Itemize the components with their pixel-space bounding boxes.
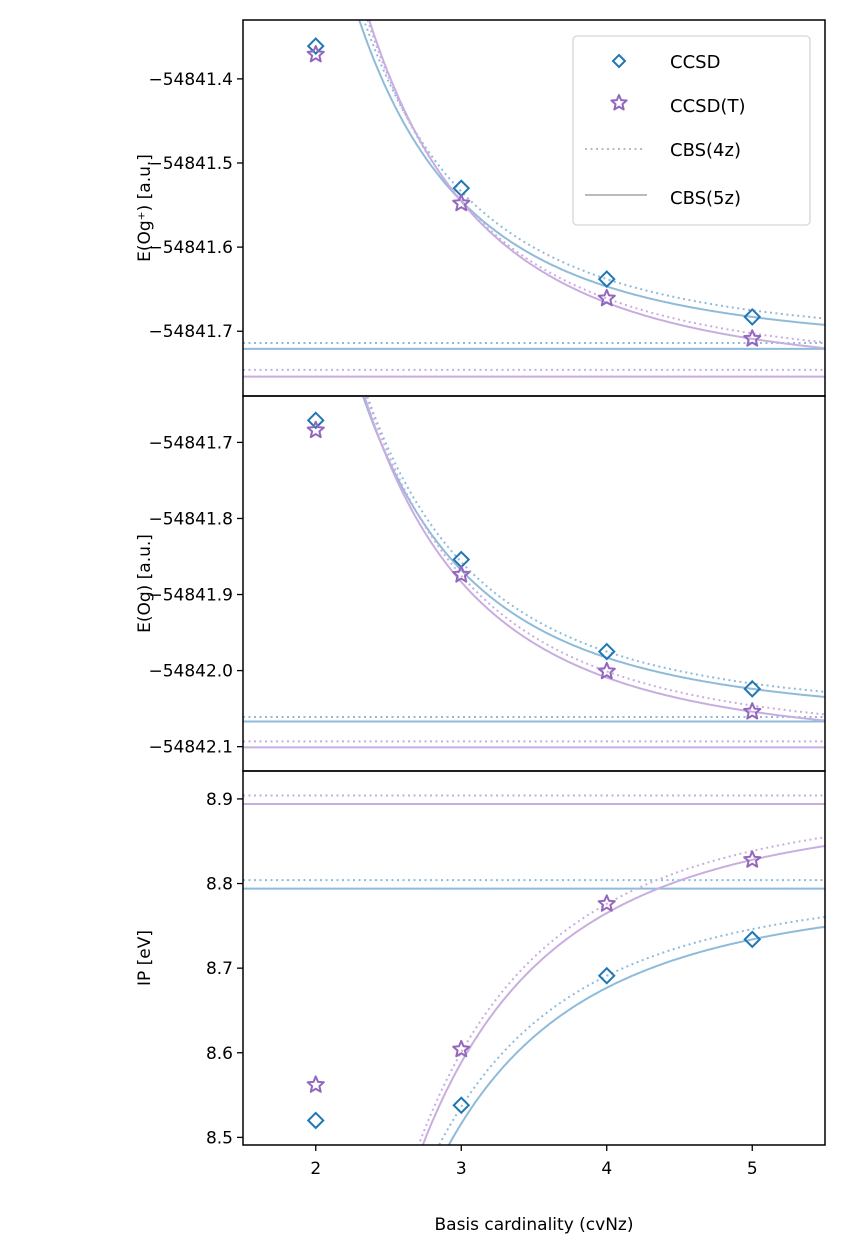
plot-area [243,794,825,1145]
legend-label: CBS(4z) [670,140,741,161]
legend-box [572,35,811,226]
cbs4z-curve [365,396,825,716]
y-axis-label: E(Og⁺) [a.u.] [135,154,155,262]
cbs5z-curve [447,925,825,1145]
cbs4z-curve [366,396,825,693]
ccsd-point [743,308,762,326]
x-tick-label: 2 [310,1159,321,1179]
y-tick-label: −54842.1 [148,738,233,758]
ccsdt-point [452,193,471,212]
ccsdt-point [597,288,616,307]
diamond-icon [611,53,627,69]
y-tick-label: −54841.6 [148,238,233,258]
ccsdt-point [597,894,616,912]
y-tick-label: 8.9 [206,790,233,810]
cbs5z-curve [358,20,825,326]
panel-3: 8.5 8.6 8.7 8.8 8.9 IP [eV] [135,770,826,1148]
y-tick-label: −54841.5 [148,154,233,174]
y-tick-label: −54841.9 [148,586,233,606]
panel-1: −54841.4 −54841.5 −54841.6 −54841.7 E(Og⁺) [… [135,19,826,397]
y-tick-label: −54842.0 [148,662,233,682]
ccsd-point [597,966,616,985]
plot-area [243,396,825,749]
legend: CCSD CCSD(T) CBS(4z) CBS(5z) [572,35,811,226]
axes-frame [242,395,826,772]
y-tick-label: 8.8 [206,875,233,895]
x-axis-label: Basis cardinality (cvNz) [435,1215,634,1235]
y-axis-label: E(Og) [a.u.] [135,534,155,633]
y-tick-label: −54841.7 [148,433,233,453]
ccsdt-point [306,44,325,63]
ccsd-point [452,1096,471,1115]
ccsd-point [306,1111,325,1130]
panel-2: −54841.7 −54841.8 −54841.9 −54842.0 −54842.1… [135,395,826,772]
ccsd-point [597,270,616,288]
legend-label: CCSD(T) [670,96,745,117]
legend-label: CBS(5z) [670,188,741,209]
ccsdt-point [743,329,762,347]
y-tick-label: −54841.8 [148,509,233,529]
ccsdt-point [306,420,325,439]
ccsdt-point [597,661,616,680]
cbs5z-curve [363,396,825,722]
ccsd-point [597,642,616,661]
ccsdt-point [306,1075,325,1093]
y-tick-label: 8.7 [206,959,233,979]
plot-area [243,20,825,378]
legend-label: CCSD [670,52,720,73]
ccsdt-point [743,850,762,868]
cbs5z-curve [368,20,825,350]
ccsdt-point [452,1039,471,1058]
cbs4z-curve [366,20,825,344]
cbs4z-curve [438,915,825,1145]
cbs4z-curve [362,20,825,320]
y-axis-label: IP [eV] [135,930,155,986]
x-tick-label: 3 [456,1159,467,1179]
ccsd-point [743,679,762,698]
star-icon [610,94,628,111]
cbs5z-curve [361,396,825,698]
x-tick-label: 5 [747,1159,758,1179]
ccsd-point [306,411,325,430]
axes-frame [242,770,826,1146]
cbs4z-curve [417,836,825,1145]
y-tick-label: −54841.4 [148,70,233,90]
cbs5z-curve [421,845,825,1145]
y-tick-label: 8.5 [206,1128,233,1148]
y-tick-label: −54841.7 [148,322,233,342]
ccsdt-point [743,702,762,720]
ccsdt-point [452,565,471,583]
ccsd-point [306,37,325,55]
x-tick-label: 4 [601,1159,612,1179]
y-tick-label: 8.6 [206,1044,233,1064]
ccsd-point [743,930,762,949]
